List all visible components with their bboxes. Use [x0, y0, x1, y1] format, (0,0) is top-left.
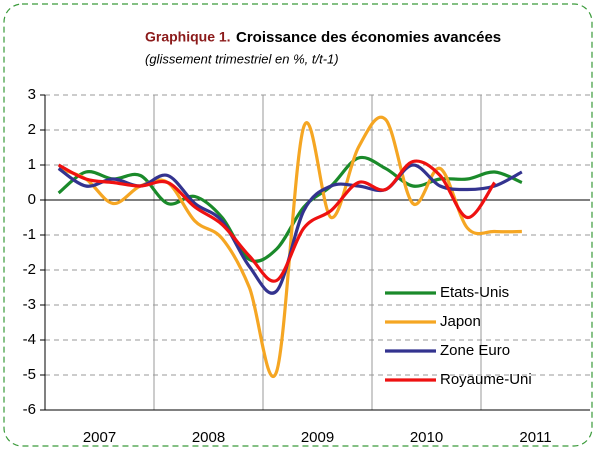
- y-tick-label: -4: [23, 331, 36, 348]
- x-tick-label: 2011: [519, 429, 551, 446]
- y-tick-label: 2: [28, 121, 36, 138]
- chart-title: Croissance des économies avancées: [236, 29, 501, 46]
- y-tick-label: -1: [23, 226, 36, 243]
- x-tick-label: 2008: [192, 429, 225, 446]
- y-tick-label: 1: [28, 156, 36, 173]
- y-tick-label: -3: [23, 296, 36, 313]
- legend-label: Zone Euro: [440, 342, 510, 359]
- title-prefix: Graphique 1.: [145, 29, 231, 45]
- legend-label: Japon: [440, 313, 481, 330]
- x-tick-label: 2010: [410, 429, 443, 446]
- legend-label: Etats-Unis: [440, 284, 509, 301]
- y-tick-label: -5: [23, 366, 36, 383]
- x-tick-label: 2007: [83, 429, 116, 446]
- y-tick-label: -6: [23, 401, 36, 418]
- series-line: [58, 115, 522, 378]
- y-tick-label: 0: [28, 191, 36, 208]
- legend-label: Royaume-Uni: [440, 371, 532, 388]
- y-tick-label: 3: [28, 86, 36, 103]
- series-line: [57, 159, 496, 283]
- x-tick-label: 2009: [301, 429, 334, 446]
- frame: [3, 3, 593, 447]
- y-tick-label: -2: [23, 261, 36, 278]
- subtitle: (glissement trimestriel en %, t/t-1): [145, 51, 339, 66]
